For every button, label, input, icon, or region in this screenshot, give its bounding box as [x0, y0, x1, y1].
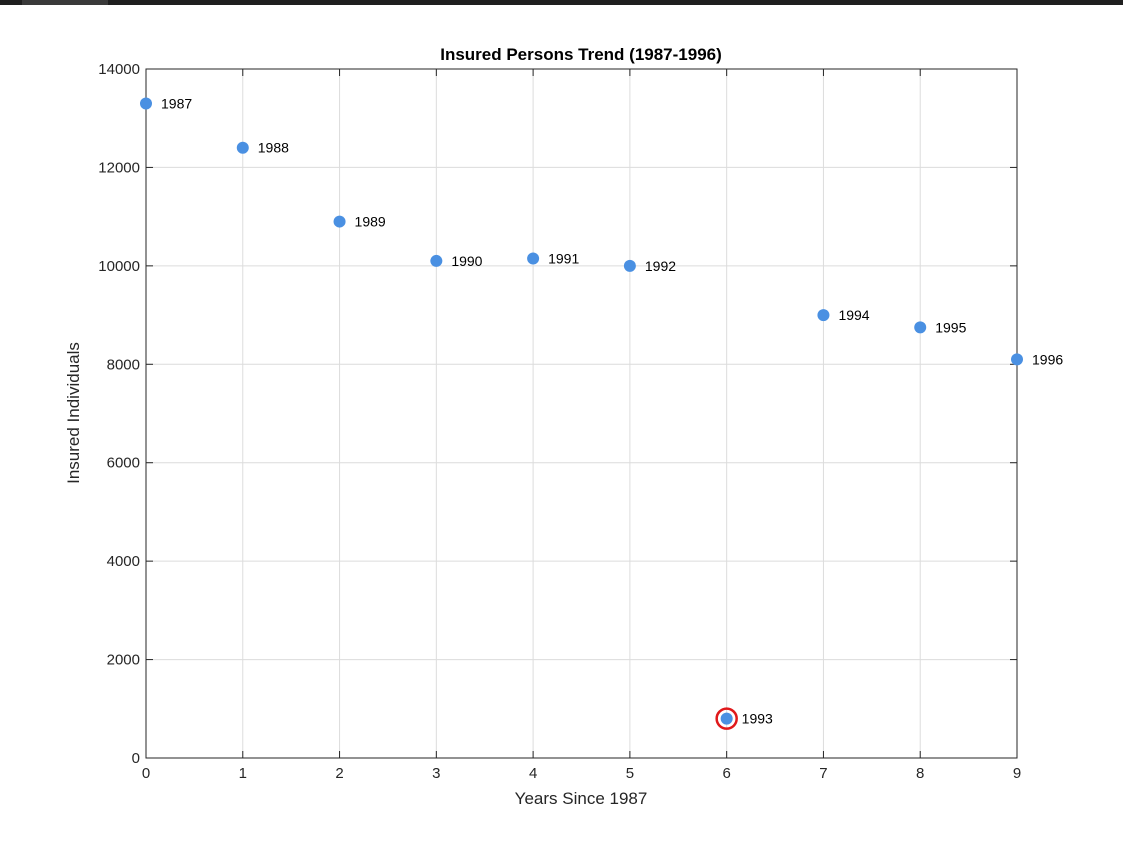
- point-label: 1992: [645, 258, 676, 274]
- y-tick-label: 14000: [98, 61, 140, 78]
- data-point: [817, 309, 830, 322]
- highlight-ring: [715, 707, 738, 730]
- point-label: 1994: [838, 307, 869, 323]
- data-point: [527, 252, 540, 265]
- point-label: 1996: [1032, 351, 1063, 367]
- y-axis-ticks: 0 2000 4000 6000 8000 10000 12000 14000: [98, 61, 1017, 767]
- data-point: [430, 254, 443, 267]
- x-axis-label: Years Since 1987: [515, 789, 648, 808]
- x-tick-label: 3: [432, 765, 440, 782]
- y-tick-label: 0: [132, 750, 140, 767]
- data-point: [140, 97, 152, 110]
- y-tick-label: 4000: [107, 553, 140, 570]
- y-tick-label: 8000: [107, 356, 140, 373]
- y-axis-label: Insured Individuals: [64, 342, 83, 484]
- x-tick-label: 0: [142, 765, 150, 782]
- point-label: 1991: [548, 250, 579, 266]
- x-tick-label: 5: [626, 765, 634, 782]
- data-point: [236, 141, 249, 154]
- point-label: 1995: [935, 319, 966, 335]
- y-tick-label: 12000: [98, 159, 140, 176]
- data-point: [623, 259, 636, 272]
- point-label: 1988: [258, 140, 289, 156]
- data-point: [914, 321, 927, 334]
- window-top-bar: [0, 0, 1123, 5]
- point-label: 1989: [355, 214, 386, 230]
- y-tick-label: 6000: [107, 455, 140, 472]
- x-tick-label: 8: [916, 765, 924, 782]
- grid-lines: [146, 69, 1017, 758]
- data-points: 1987 1988 1989 1990 1991 1992 1993 1994 1995 1996: [140, 95, 1063, 730]
- x-tick-label: 2: [335, 765, 343, 782]
- x-tick-label: 7: [819, 765, 827, 782]
- data-point: [1011, 353, 1023, 366]
- plot-box: [145, 68, 1018, 759]
- data-point: [720, 712, 733, 725]
- y-tick-label: 2000: [107, 652, 140, 669]
- point-label: 1987: [161, 95, 192, 111]
- x-tick-label: 9: [1013, 765, 1021, 782]
- point-label: 1990: [451, 253, 482, 269]
- x-tick-label: 6: [722, 765, 730, 782]
- window-tab[interactable]: [22, 0, 108, 5]
- data-point: [333, 215, 346, 228]
- chart-title: Insured Persons Trend (1987-1996): [440, 45, 722, 64]
- x-tick-label: 1: [239, 765, 247, 782]
- axes-frame: [145, 68, 1018, 759]
- x-tick-label: 4: [529, 765, 537, 782]
- x-axis-ticks: 0 1 2 3 4 5 6 7 8 9: [142, 69, 1021, 782]
- point-label: 1993: [742, 711, 773, 727]
- y-tick-label: 10000: [98, 258, 140, 275]
